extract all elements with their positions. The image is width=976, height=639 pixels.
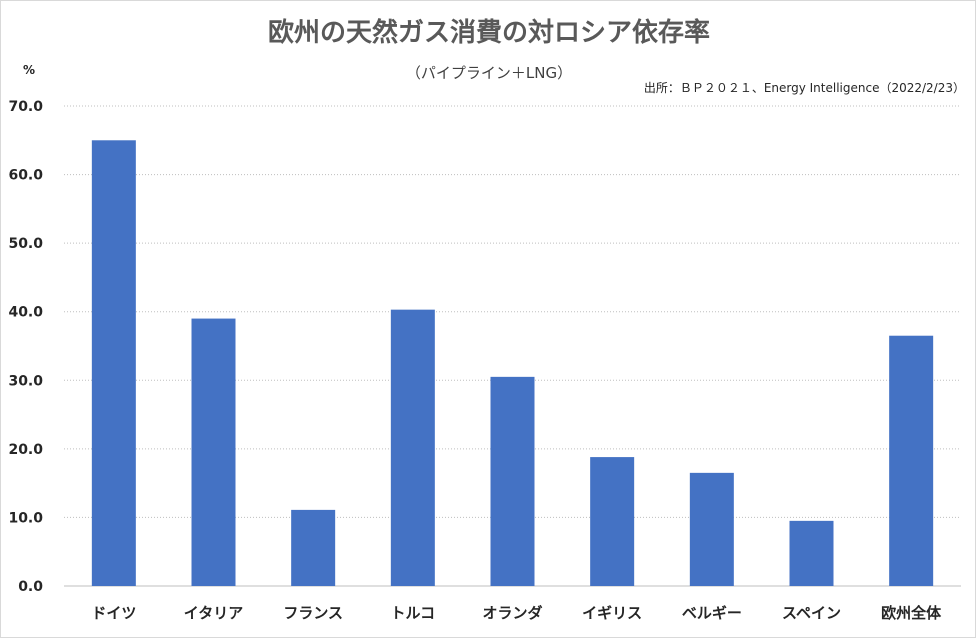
x-tick-label: イタリア [184,604,243,622]
bar-1 [191,318,236,586]
chart-title: 欧州の天然ガス消費の対ロシア依存率 [268,17,710,48]
x-tick-label: オランダ [482,604,542,622]
y-tick-label: 30.0 [8,373,43,389]
x-tick-label: ドイツ [91,604,136,622]
y-tick-label: 50.0 [8,236,43,252]
bar-8 [889,335,934,586]
x-axis-ticks: ドイツ イタリア フランス トルコ オランダ イギリス ベルギー スペイン 欧州全体 [91,604,942,622]
bar-6 [689,472,734,586]
x-tick-label: スペイン [782,604,841,622]
source-note: 出所：ＢＰ２０２１、Energy Intelligence（2022/2/23） [644,81,965,95]
y-tick-label: 20.0 [8,442,43,458]
bar-3 [390,309,435,586]
y-unit-label: % [23,63,35,77]
x-tick-label: 欧州全体 [881,604,942,622]
chart-subtitle: （パイプライン＋LNG） [406,64,572,82]
bar-0 [91,140,136,587]
x-tick-label: トルコ [390,604,435,622]
bars [91,140,934,587]
bar-5 [590,457,635,586]
y-tick-label: 0.0 [18,579,43,595]
x-tick-label: ベルギー [682,604,742,622]
bar-4 [490,376,535,586]
x-tick-label: フランス [283,604,343,622]
x-tick-label: イギリス [582,604,642,622]
y-tick-label: 70.0 [8,99,43,115]
bar-7 [789,520,834,586]
bar-2 [291,509,336,586]
y-tick-label: 10.0 [8,510,43,526]
y-tick-label: 40.0 [8,305,43,321]
y-tick-label: 60.0 [8,168,43,184]
y-axis-ticks: 0.0 10.0 20.0 30.0 40.0 50.0 60.0 70.0 [8,99,43,595]
